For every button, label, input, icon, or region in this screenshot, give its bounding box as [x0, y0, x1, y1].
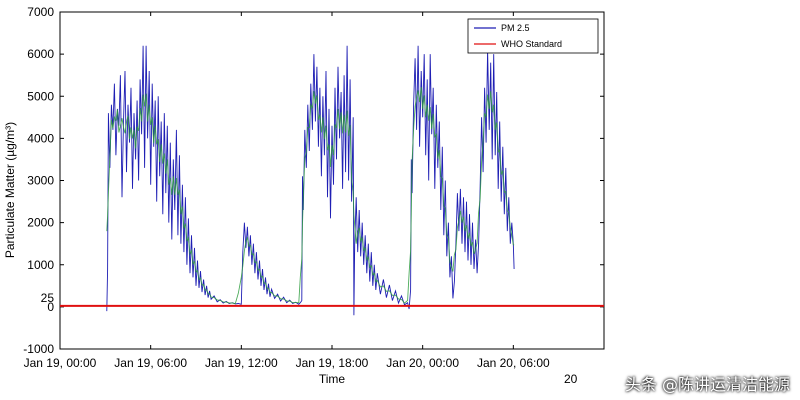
series-pm25-smoothed-line [106, 86, 515, 305]
series-layer [60, 45, 604, 316]
y-tick-label: 0 [47, 300, 54, 314]
x-tick-label: Jan 19, 18:00 [296, 356, 369, 370]
legend-label-who: WHO Standard [501, 39, 562, 49]
y-tick-label: 3000 [27, 174, 54, 188]
legend-label-pm25: PM 2.5 [501, 23, 530, 33]
x-axis: Jan 19, 00:00 Jan 19, 06:00 Jan 19, 12:00 J… [24, 12, 550, 370]
x-axis-title: Time [319, 372, 346, 386]
legend: PM 2.5 WHO Standard [467, 18, 599, 54]
y-axis: 7000 6000 5000 4000 3000 2000 1000 250 -1000 [23, 5, 604, 356]
partial-tick-label: 20 [564, 372, 578, 386]
x-tick-label: Jan 19, 00:00 [24, 356, 97, 370]
x-tick-label: Jan 20, 00:00 [386, 356, 459, 370]
y-tick-label: 1000 [27, 258, 54, 272]
y-tick-label: 25 [41, 291, 55, 305]
y-tick-label: 7000 [27, 5, 54, 19]
y-tick-label: 2000 [27, 216, 54, 230]
legend-box [467, 18, 599, 54]
plot-area [59, 11, 605, 350]
y-tick-label: 5000 [27, 89, 54, 103]
y-tick-label: -1000 [23, 342, 54, 356]
x-tick-label: Jan 19, 12:00 [205, 356, 278, 370]
x-tick-label: Jan 20, 06:00 [477, 356, 550, 370]
y-tick-label: 6000 [27, 47, 54, 61]
x-tick-label: Jan 19, 06:00 [114, 356, 187, 370]
watermark-text: 头条 @陈讲运清洁能源 [624, 375, 790, 394]
y-axis-title: Particulate Matter (µg/m³) [3, 122, 17, 258]
y-tick-label: 4000 [27, 131, 54, 145]
